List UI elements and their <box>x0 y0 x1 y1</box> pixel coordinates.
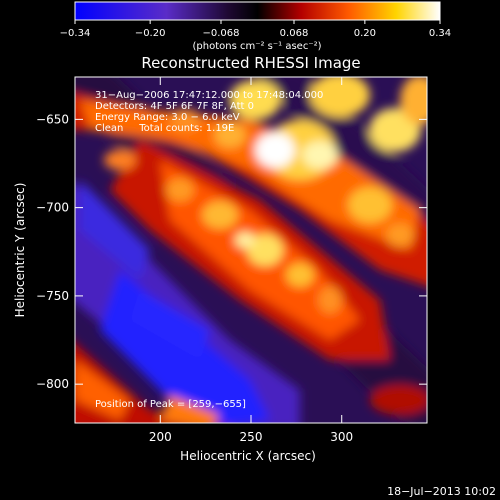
colorbar-tick-label: 0.068 <box>280 28 309 39</box>
y-tick-label: −750 <box>36 289 69 303</box>
x-axis-label: Heliocentric X (arcsec) <box>180 449 316 463</box>
y-axis-label: Heliocentric Y (arcsec) <box>13 183 27 318</box>
colorbar <box>74 1 441 21</box>
annotation-peak-position: Position of Peak = [259,−655] <box>95 399 246 410</box>
y-tick-label: −800 <box>36 377 69 391</box>
x-tick-label: 250 <box>240 430 263 444</box>
colorbar-tick-label: 0.20 <box>354 28 376 39</box>
x-tick-label: 300 <box>330 430 353 444</box>
annotation-total-counts: Clean Total counts: 1.19E <box>95 123 234 134</box>
axis-ticks: 200 250 300 −650 −700 −750 −800 <box>36 77 427 444</box>
heatmap-image <box>75 77 427 423</box>
annotation-detectors: Detectors: 4F 5F 6F 7F 8F, Att 0 <box>95 101 254 112</box>
x-tick-label: 200 <box>149 430 172 444</box>
y-tick-label: −650 <box>36 112 69 126</box>
chart-title: Reconstructed RHESSI Image <box>141 54 360 72</box>
colorbar-unit-label: (photons cm⁻² s⁻¹ asec⁻²) <box>192 41 321 52</box>
colorbar-tick-label: −0.34 <box>60 28 91 39</box>
footer-timestamp: 18−Jul−2013 10:02 <box>387 485 496 498</box>
y-tick-label: −700 <box>36 201 69 215</box>
colorbar-ticks: −0.34 −0.20 −0.068 0.068 0.20 0.34 <box>60 20 451 39</box>
colorbar-tick-label: 0.34 <box>429 28 451 39</box>
colorbar-tick-label: −0.20 <box>135 28 166 39</box>
annotation-time-range: 31−Aug−2006 17:47:12.000 to 17:48:04.000 <box>95 90 323 101</box>
colorbar-tick-label: −0.068 <box>202 28 239 39</box>
annotation-energy-range: Energy Range: 3.0 − 6.0 keV <box>95 112 240 123</box>
